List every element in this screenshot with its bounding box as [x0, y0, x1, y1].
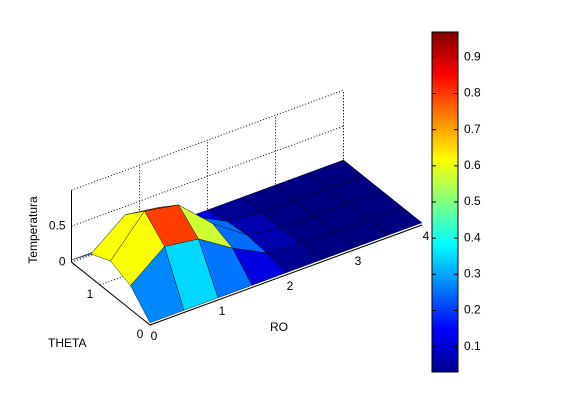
- z-axis-label: Temperatura: [26, 196, 40, 264]
- z-tick-label: 0: [59, 254, 66, 268]
- y-axis-label: THETA: [48, 336, 86, 350]
- colorbar: [431, 31, 459, 373]
- colorbar-tick-label: 0.1: [464, 339, 481, 353]
- y-tick-label: 0: [137, 327, 144, 341]
- y-axis: [71, 261, 151, 326]
- colorbar-tick-label: 0.8: [464, 86, 481, 100]
- colorbar-tick-label: 0.6: [464, 158, 481, 172]
- surface-patch: [130, 246, 185, 324]
- x-tick-label: 2: [287, 279, 294, 293]
- colorbar-tick-label: 0.5: [464, 194, 481, 208]
- colorbar-tick-label: 0.2: [464, 303, 481, 317]
- grid-line: [149, 224, 423, 326]
- y-tick-label: 1: [87, 287, 94, 301]
- colorbar-tick-label: 0.3: [464, 267, 481, 281]
- colorbar-tick-label: 0.9: [464, 49, 481, 63]
- plot-area: [71, 89, 423, 326]
- box-edge: [71, 89, 344, 191]
- colorbar-tick-label: 0.7: [464, 122, 481, 136]
- colorbar-tick-label: 0.4: [464, 230, 481, 244]
- x-tick-label: 3: [355, 254, 362, 268]
- z-tick-label: 0.5: [49, 218, 66, 232]
- x-axis-label: RO: [270, 320, 288, 334]
- grid-line: [71, 125, 344, 227]
- x-tick-label: 4: [423, 229, 430, 243]
- x-tick-label: 1: [219, 304, 226, 318]
- x-tick-label: 0: [151, 329, 158, 343]
